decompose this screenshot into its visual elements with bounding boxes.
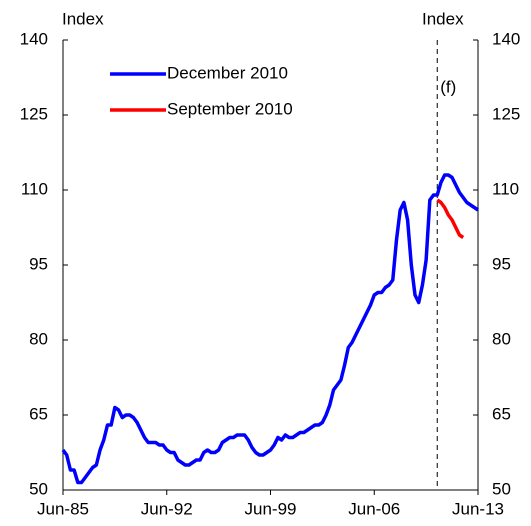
x-tick-label: Jun-92 — [141, 499, 193, 518]
y-tick-label: 95 — [29, 254, 48, 273]
y2-tick-label: 65 — [492, 404, 511, 423]
y-tick-label: 80 — [29, 329, 48, 348]
y2-tick-label: 125 — [492, 104, 520, 123]
y2-tick-label: 110 — [492, 179, 519, 198]
line-series — [436, 198, 465, 239]
y-axis-label-left: Index — [62, 9, 104, 28]
x-tick-label: Jun-13 — [452, 499, 504, 518]
y2-tick-label: 140 — [492, 29, 520, 48]
x-tick-label: Jun-06 — [348, 499, 400, 518]
y2-tick-label: 50 — [492, 479, 511, 498]
legend-label: December 2010 — [167, 63, 288, 82]
y-tick-label: 50 — [29, 479, 48, 498]
y-tick-label: 125 — [20, 104, 48, 123]
y-tick-label: 140 — [20, 29, 48, 48]
forecast-label: (f) — [440, 77, 456, 96]
y-tick-label: 65 — [29, 404, 48, 423]
y-tick-label: 110 — [21, 179, 48, 198]
legend-label: September 2010 — [167, 99, 293, 118]
y2-tick-label: 80 — [492, 329, 511, 348]
x-tick-label: Jun-85 — [37, 499, 89, 518]
line-series — [61, 173, 479, 485]
y-axis-label-right: Index — [422, 9, 464, 28]
x-tick-label: Jun-99 — [245, 499, 297, 518]
y2-tick-label: 95 — [492, 254, 511, 273]
